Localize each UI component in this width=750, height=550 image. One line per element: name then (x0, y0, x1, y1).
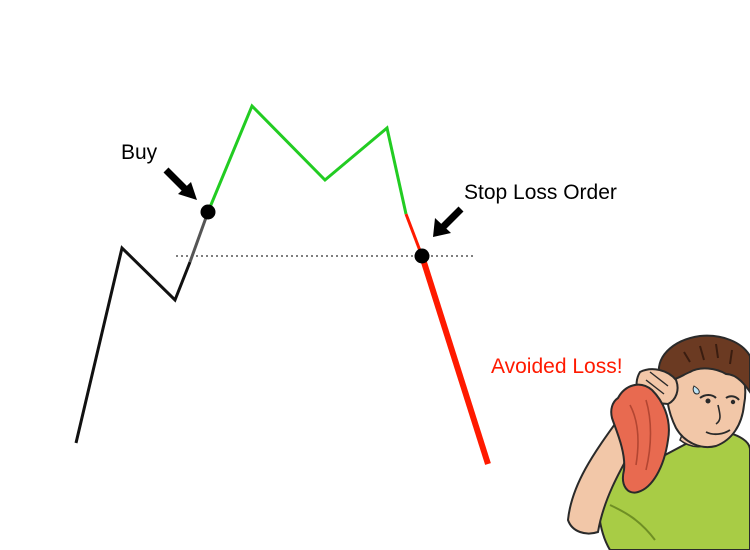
price-line-profit (206, 103, 408, 215)
buy-label: Buy (121, 141, 158, 164)
stop-loss-arrow-icon (433, 206, 464, 237)
man-wiping-sweat-icon (566, 334, 750, 550)
buy-point-marker (200, 204, 216, 220)
price-line-to-buy (188, 211, 210, 263)
price-line-avoided-loss (419, 255, 491, 465)
stop-loss-point-marker (414, 248, 430, 264)
price-line-pre-buy (74, 245, 192, 444)
avoided-loss-label: Avoided Loss! (491, 355, 623, 378)
buy-arrow-icon (163, 167, 197, 200)
stop-loss-order-label: Stop Loss Order (464, 181, 617, 204)
